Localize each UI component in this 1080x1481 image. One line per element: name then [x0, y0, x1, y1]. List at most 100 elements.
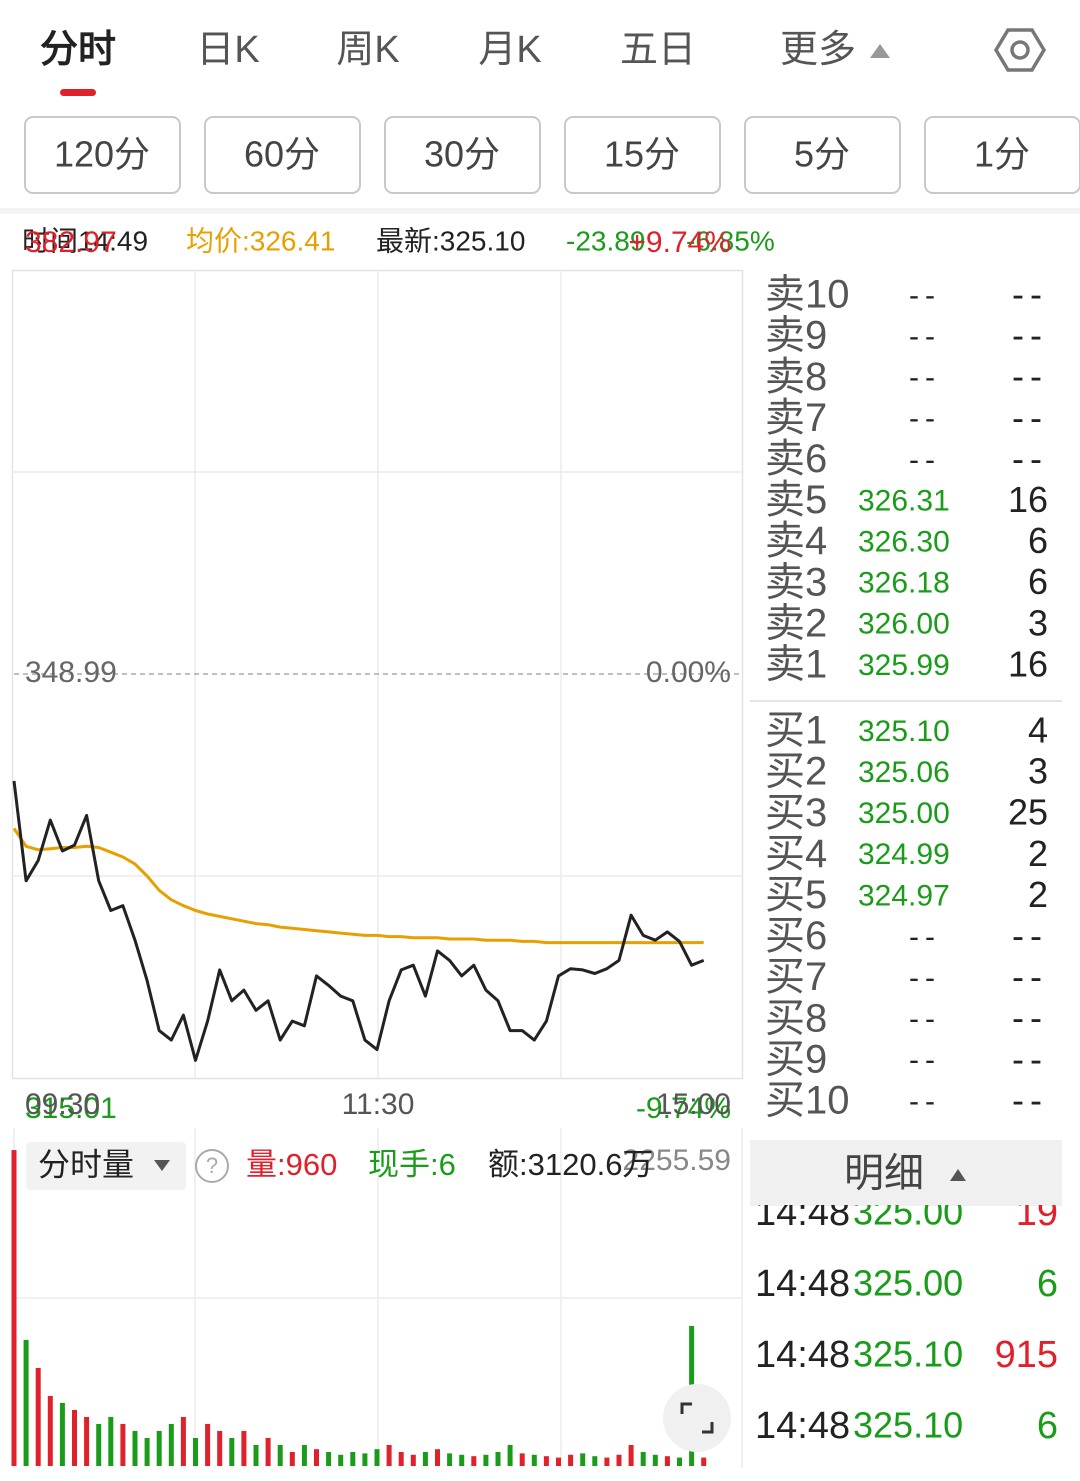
trade-volume: 6 [1037, 1263, 1058, 1305]
book-price: -- [909, 279, 941, 312]
tab[interactable]: 周K [336, 29, 399, 71]
y2-tick-label: +9.74% [628, 226, 731, 259]
trade-time: 14:48 [755, 1334, 850, 1376]
price-line [12, 827, 704, 945]
volume-bar [543, 1456, 549, 1466]
period-label[interactable]: 30分 [424, 134, 500, 175]
settings-icon[interactable] [993, 28, 1047, 72]
period-button[interactable] [204, 116, 361, 194]
volume-info: 量:960 [246, 1147, 337, 1182]
book-price: 325.99 [858, 649, 950, 682]
volume-info: 现手:6 [368, 1147, 456, 1182]
volume-bar [398, 1451, 404, 1466]
period-button[interactable] [924, 116, 1080, 194]
volume-bar [374, 1449, 380, 1466]
book-label: 买8 [765, 996, 827, 1040]
tab[interactable]: 分时 [40, 29, 116, 71]
period-button[interactable] [744, 116, 901, 194]
book-volume: -- [1012, 315, 1048, 356]
volume-bar [120, 1423, 126, 1466]
price-line [12, 780, 705, 1062]
book-price: -- [909, 361, 941, 394]
dropdown-arrow [154, 1160, 170, 1171]
book-label: 买9 [765, 1037, 827, 1081]
book-price: 324.97 [858, 879, 950, 912]
trade-price: 325.00 [853, 1263, 963, 1304]
help-mark: ? [206, 1153, 218, 1178]
book-price: -- [909, 320, 941, 353]
volume-bar [96, 1423, 102, 1466]
period-label[interactable]: 60分 [244, 134, 320, 175]
book-price: 326.31 [858, 484, 950, 517]
book-label: 买6 [765, 914, 827, 958]
volume-bar [301, 1444, 307, 1466]
volume-bar [664, 1456, 670, 1466]
volume-bar [168, 1423, 174, 1466]
volume-bar [108, 1416, 114, 1466]
x-tick-label: 11:30 [342, 1088, 415, 1121]
book-volume: 6 [1028, 561, 1048, 602]
tab[interactable]: 日K [196, 29, 259, 71]
volume-bar [701, 1457, 707, 1466]
tab[interactable]: 五日 [620, 29, 696, 71]
volume-bar [604, 1457, 610, 1466]
y-tick-label: 315.01 [25, 1092, 117, 1125]
book-price: -- [909, 443, 941, 476]
book-price: -- [909, 1003, 941, 1036]
period-label[interactable]: 120分 [54, 134, 150, 175]
period-button[interactable] [24, 116, 181, 194]
help-icon[interactable] [195, 1149, 229, 1183]
more-arrow[interactable] [870, 44, 890, 58]
book-volume: 3 [1028, 602, 1048, 643]
tab[interactable]: 月K [478, 29, 541, 71]
volume-bar [616, 1454, 622, 1466]
period-label[interactable]: 15分 [604, 134, 680, 175]
book-price: 325.10 [858, 715, 950, 748]
book-volume: -- [1012, 997, 1048, 1038]
volume-bar [241, 1430, 247, 1466]
book-label: 卖3 [765, 560, 827, 604]
volume-bar [592, 1456, 598, 1466]
volume-bar [628, 1444, 634, 1466]
y-tick-label: 382.97 [25, 226, 117, 259]
volume-bar [205, 1423, 211, 1466]
book-volume: -- [1012, 1079, 1048, 1120]
volume-bar [471, 1456, 477, 1466]
period-label[interactable]: 5分 [794, 134, 850, 175]
book-label: 卖9 [765, 314, 827, 358]
volume-title[interactable]: 分时量 [38, 1146, 134, 1182]
volume-bar [35, 1367, 41, 1466]
detail-header[interactable] [750, 1140, 1062, 1206]
period-button[interactable] [564, 116, 721, 194]
period-label[interactable]: 1分 [974, 134, 1030, 175]
book-label: 买10 [765, 1078, 850, 1122]
volume-tick-label: 2255.59 [623, 1144, 731, 1177]
volume-bar [568, 1454, 574, 1466]
divider [0, 208, 1080, 214]
book-volume: 2 [1028, 833, 1048, 874]
book-volume: -- [1012, 915, 1048, 956]
book-label: 卖8 [765, 355, 827, 399]
volume-bar [483, 1454, 489, 1466]
volume-bar [47, 1395, 53, 1466]
trade-volume: 915 [995, 1334, 1058, 1376]
book-volume: 6 [1028, 520, 1048, 561]
book-label: 卖6 [765, 437, 827, 481]
book-label: 买5 [765, 873, 827, 917]
book-volume: -- [1012, 397, 1048, 438]
expand-button[interactable] [663, 1384, 731, 1452]
trade-volume: 19 [1016, 1192, 1058, 1234]
volume-bar [132, 1430, 138, 1466]
book-volume: -- [1012, 356, 1048, 397]
tab[interactable]: 更多 [780, 29, 856, 71]
tab-indicator [60, 89, 96, 96]
period-button[interactable] [384, 116, 541, 194]
volume-info: 额:3120.6万 [488, 1147, 653, 1182]
volume-bar [362, 1453, 368, 1466]
trade-price: 325.10 [853, 1405, 963, 1446]
book-volume: 3 [1028, 751, 1048, 792]
volume-bar [23, 1339, 29, 1466]
detail-title[interactable]: 明细 [844, 1152, 924, 1196]
volume-selector[interactable] [26, 1142, 186, 1190]
volume-bar [386, 1444, 392, 1466]
